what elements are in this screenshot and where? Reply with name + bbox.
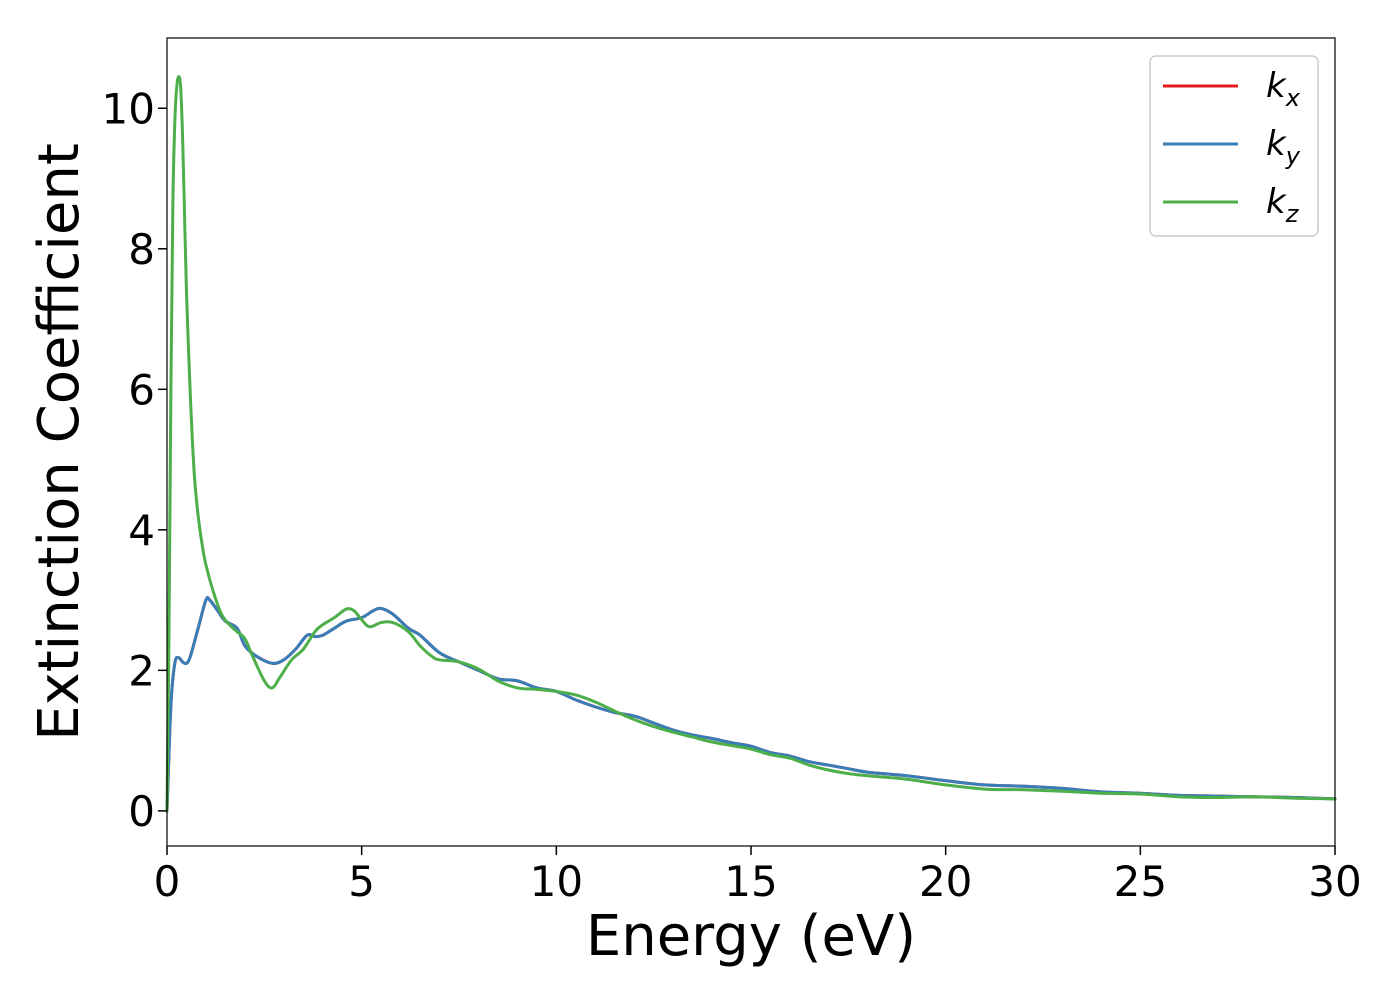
plot-background (167, 38, 1335, 846)
series-lines (165, 75, 1337, 813)
x-tick-label: 15 (724, 857, 777, 906)
y-tick-label: 0 (128, 787, 155, 836)
legend-box (1149, 55, 1319, 237)
x-tick-label: 10 (530, 857, 583, 906)
y-tick-label: 4 (128, 506, 155, 555)
x-tick-label: 5 (348, 857, 375, 906)
y-axis-title: Extinction Coefficient (27, 143, 92, 741)
x-tick-label: 0 (154, 857, 181, 906)
y-tick-label: 2 (128, 646, 155, 695)
y-tick-label: 6 (128, 365, 155, 414)
y-tick-label: 10 (102, 84, 155, 133)
x-axis-ticks: 0 5 10 15 20 25 30 (154, 846, 1362, 906)
y-axis-ticks: 0 2 4 6 8 10 (102, 84, 167, 836)
x-tick-label: 30 (1308, 857, 1361, 906)
y-tick-label: 8 (128, 225, 155, 274)
series-line-k-z (165, 75, 1337, 813)
x-tick-label: 25 (1114, 857, 1167, 906)
x-tick-label: 20 (919, 857, 972, 906)
x-axis-title: Energy (eV) (586, 904, 916, 969)
